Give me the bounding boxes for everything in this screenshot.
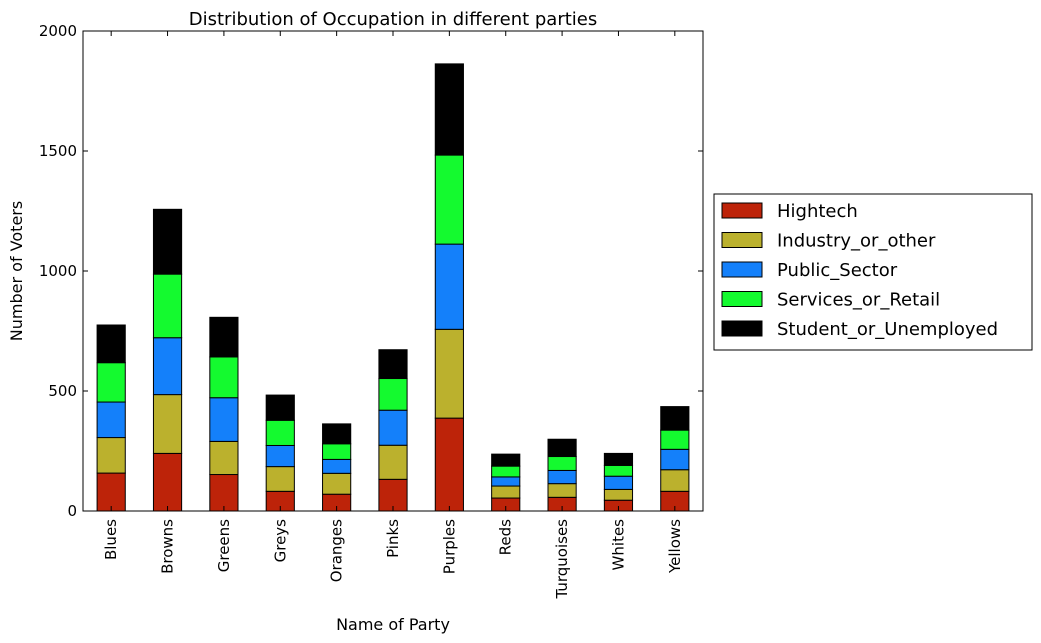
bar-purples-public-sector — [434, 243, 464, 330]
bar-turquoises-student-or-unemployed — [547, 438, 577, 458]
bar-oranges-student-or-unemployed — [322, 423, 352, 445]
legend-label: Hightech — [777, 201, 858, 222]
bar-blues-industry-or-other — [96, 437, 126, 474]
bar-oranges-industry-or-other — [322, 472, 352, 495]
bar-whites-services-or-retail — [603, 464, 634, 477]
bar-yellows-student-or-unemployed — [660, 406, 690, 431]
bar-greys-public-sector — [265, 444, 295, 468]
legend-swatch — [721, 320, 763, 337]
bar-group — [96, 63, 690, 512]
legend-swatch — [721, 202, 763, 219]
x-axis-label: Name of Party — [336, 615, 450, 634]
bar-greys-student-or-unemployed — [265, 394, 295, 421]
bar-whites-public-sector — [603, 475, 634, 490]
bar-reds-industry-or-other — [491, 485, 521, 499]
legend-swatch — [721, 232, 763, 248]
x-tick-label: Oranges — [328, 519, 346, 582]
y-tick-label: 500 — [48, 382, 77, 400]
bar-purples-hightech — [434, 417, 464, 512]
bar-yellows-services-or-retail — [660, 429, 690, 450]
bar-turquoises-industry-or-other — [547, 483, 577, 498]
legend-label: Public_Sector — [777, 260, 898, 281]
y-tick-label: 1500 — [39, 142, 77, 160]
bar-greens-hightech — [209, 474, 239, 512]
bar-purples-student-or-unemployed — [434, 63, 464, 156]
bar-purples-industry-or-other — [434, 328, 464, 419]
bar-turquoises-services-or-retail — [547, 456, 577, 471]
legend-label: Services_or_Retail — [777, 290, 940, 311]
y-axis: 0 500 1000 1500 2000 — [39, 22, 703, 520]
x-tick-label: Whites — [609, 519, 627, 571]
bar-whites-student-or-unemployed — [603, 452, 634, 466]
bar-browns-services-or-retail — [152, 273, 183, 339]
bar-oranges-public-sector — [322, 458, 352, 474]
bar-blues-hightech — [96, 472, 126, 512]
legend-swatch — [721, 291, 763, 307]
y-tick-label: 0 — [67, 502, 77, 520]
bar-greens-student-or-unemployed — [209, 316, 239, 358]
bar-reds-student-or-unemployed — [491, 453, 521, 467]
legend-box — [713, 193, 1033, 351]
x-tick-label: Yellows — [666, 519, 684, 574]
x-tick-label: Blues — [102, 519, 120, 560]
x-tick-label: Reds — [497, 519, 515, 555]
legend-label: Student_or_Unemployed — [777, 319, 998, 340]
bar-yellows-industry-or-other — [660, 469, 690, 492]
x-tick-label: Purples — [440, 519, 458, 574]
bar-oranges-services-or-retail — [322, 443, 352, 460]
bar-greys-industry-or-other — [265, 466, 295, 492]
bar-browns-industry-or-other — [152, 394, 183, 454]
bar-whites-industry-or-other — [603, 488, 634, 501]
x-tick-label: Pinks — [384, 519, 402, 558]
x-tick-label: Browns — [159, 519, 177, 574]
bar-yellows-public-sector — [660, 448, 690, 471]
y-axis-label: Number of Voters — [7, 201, 26, 341]
bar-browns-student-or-unemployed — [152, 208, 183, 275]
bar-reds-services-or-retail — [491, 465, 521, 478]
bar-browns-public-sector — [152, 337, 183, 396]
bar-turquoises-public-sector — [547, 469, 577, 485]
bar-blues-services-or-retail — [96, 362, 126, 403]
x-tick-label: Greys — [271, 519, 289, 563]
bar-pinks-student-or-unemployed — [378, 349, 408, 380]
y-tick-label: 2000 — [39, 22, 77, 40]
legend-label: Industry_or_other — [777, 231, 936, 252]
bar-reds-public-sector — [491, 476, 521, 487]
bar-greens-industry-or-other — [209, 440, 239, 476]
bar-pinks-industry-or-other — [378, 444, 408, 480]
bar-greens-public-sector — [209, 397, 239, 442]
y-tick-label: 1000 — [39, 262, 77, 280]
x-axis: Blues Browns Greens Greys Oranges Pinks Purple… — [102, 31, 684, 600]
x-tick-label: Greens — [215, 519, 233, 572]
bar-greys-services-or-retail — [265, 419, 295, 446]
bar-greens-services-or-retail — [209, 356, 239, 399]
bar-blues-student-or-unemployed — [96, 324, 126, 364]
chart-title: Distribution of Occupation in different … — [189, 9, 598, 30]
bar-browns-hightech — [152, 452, 183, 512]
legend: Hightech Industry_or_other Public_Sector Se… — [713, 193, 1033, 351]
legend-swatch — [721, 261, 763, 278]
x-tick-label: Turquoises — [553, 519, 571, 600]
bar-pinks-public-sector — [378, 409, 408, 446]
bar-purples-services-or-retail — [434, 154, 464, 245]
bar-blues-public-sector — [96, 401, 126, 439]
bar-pinks-services-or-retail — [378, 378, 408, 411]
